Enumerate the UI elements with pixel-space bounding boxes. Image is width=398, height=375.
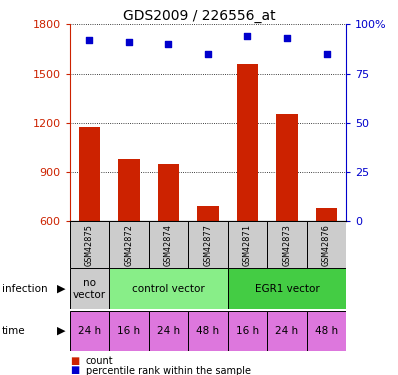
Text: GSM42875: GSM42875 — [85, 224, 94, 266]
Text: 48 h: 48 h — [315, 326, 338, 336]
Bar — [188, 311, 228, 351]
Bar — [228, 268, 346, 309]
Text: GSM42876: GSM42876 — [322, 224, 331, 266]
Text: GSM42874: GSM42874 — [164, 224, 173, 266]
Text: 16 h: 16 h — [117, 326, 140, 336]
Text: GSM42873: GSM42873 — [283, 224, 291, 266]
Point — [205, 51, 211, 57]
Bar — [70, 221, 109, 268]
Text: 48 h: 48 h — [196, 326, 220, 336]
Bar — [149, 311, 188, 351]
Text: infection: infection — [2, 284, 48, 294]
Bar — [267, 221, 307, 268]
Point — [284, 35, 290, 41]
Bar — [228, 311, 267, 351]
Text: EGR1 vector: EGR1 vector — [255, 284, 319, 294]
Point — [323, 51, 330, 57]
Bar — [78, 127, 100, 221]
Bar — [118, 159, 140, 221]
Text: ▶: ▶ — [57, 326, 66, 336]
Text: time: time — [2, 326, 25, 336]
Text: 24 h: 24 h — [157, 326, 180, 336]
Bar — [158, 164, 179, 221]
Text: GSM42871: GSM42871 — [243, 224, 252, 266]
Bar — [70, 311, 109, 351]
Bar — [197, 207, 219, 221]
Point — [165, 41, 172, 47]
Text: ▶: ▶ — [57, 284, 66, 294]
Text: no
vector: no vector — [73, 278, 106, 300]
Text: 16 h: 16 h — [236, 326, 259, 336]
Point — [86, 37, 93, 43]
Bar — [109, 221, 149, 268]
Bar — [70, 268, 109, 309]
Text: GSM42877: GSM42877 — [203, 224, 213, 266]
Text: GDS2009 / 226556_at: GDS2009 / 226556_at — [123, 9, 275, 23]
Text: control vector: control vector — [132, 284, 205, 294]
Text: ■: ■ — [70, 366, 79, 375]
Text: 24 h: 24 h — [78, 326, 101, 336]
Text: count: count — [86, 356, 113, 366]
Bar — [307, 221, 346, 268]
Bar — [276, 114, 298, 221]
Point — [126, 39, 132, 45]
Text: 24 h: 24 h — [275, 326, 298, 336]
Bar — [109, 268, 228, 309]
Bar — [307, 311, 346, 351]
Bar — [228, 221, 267, 268]
Bar — [149, 221, 188, 268]
Bar — [109, 311, 149, 351]
Text: percentile rank within the sample: percentile rank within the sample — [86, 366, 251, 375]
Bar — [316, 208, 338, 221]
Text: GSM42872: GSM42872 — [125, 224, 133, 266]
Bar — [236, 64, 258, 221]
Text: ■: ■ — [70, 356, 79, 366]
Point — [244, 33, 251, 39]
Bar — [188, 221, 228, 268]
Bar — [267, 311, 307, 351]
